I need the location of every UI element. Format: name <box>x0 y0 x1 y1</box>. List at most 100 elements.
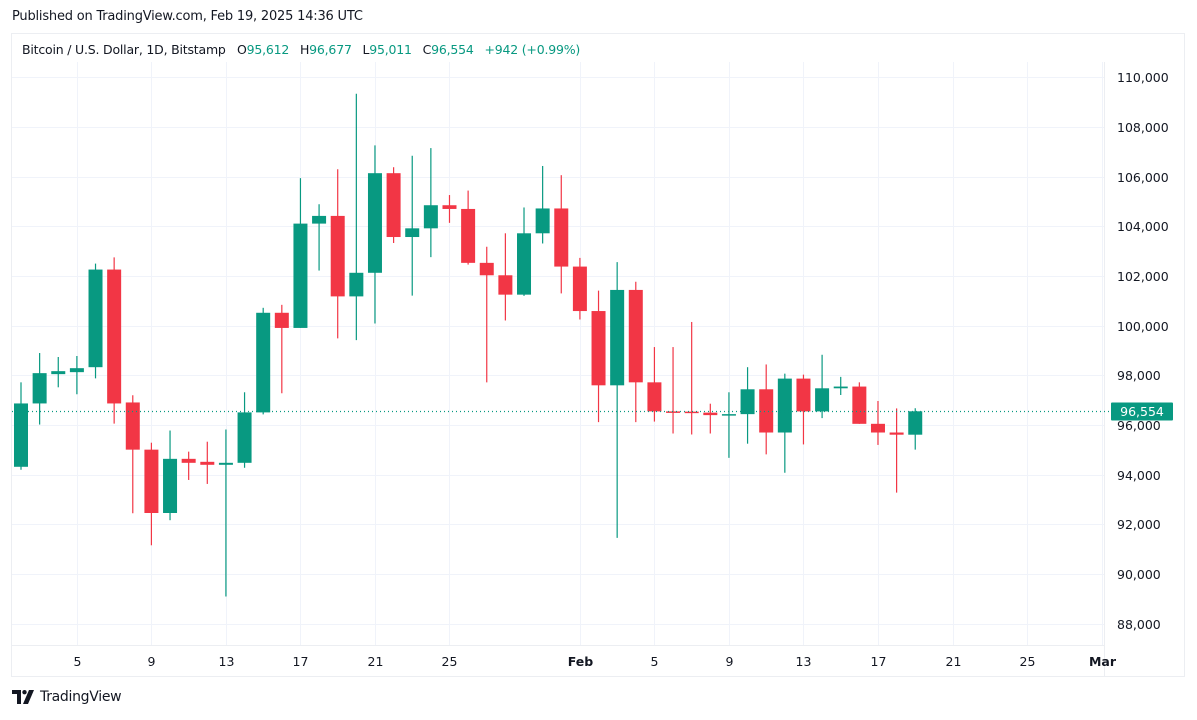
candle-body <box>181 458 196 463</box>
candle-down <box>330 169 345 339</box>
candle-up <box>237 392 252 468</box>
candle-up <box>218 429 233 597</box>
candle-body <box>237 412 252 463</box>
candle-body <box>405 228 420 238</box>
candle-body <box>442 205 457 209</box>
price-tick-label: 92,000 <box>1117 517 1161 532</box>
candle-body <box>815 388 830 412</box>
candle-down <box>703 403 718 434</box>
candle-body <box>759 389 774 433</box>
candle-down <box>554 175 569 294</box>
candle-body <box>591 311 606 386</box>
candle-up <box>367 145 382 324</box>
candle-up <box>349 93 364 341</box>
candle-body <box>721 414 736 416</box>
last-price-marker: 96,554 <box>12 402 1173 421</box>
symbol-legend: Bitcoin / U.S. Dollar, 1D, Bitstamp O 95,… <box>22 42 587 57</box>
tradingview-logo-text: TradingView <box>40 689 122 705</box>
candle-body <box>144 449 159 513</box>
candle-down <box>628 281 643 423</box>
price-tick-label: 102,000 <box>1117 269 1169 284</box>
close-value: 96,554 <box>431 42 474 57</box>
candle-body <box>386 173 401 238</box>
time-tick-label: Mar <box>1089 654 1117 669</box>
candle-up <box>293 178 308 328</box>
candle-up <box>517 207 532 296</box>
price-tick-label: 110,000 <box>1117 70 1169 85</box>
candle-down <box>200 441 215 484</box>
time-tick-label: 5 <box>651 654 659 669</box>
candle-body <box>51 371 66 375</box>
time-tick-label: 21 <box>946 654 962 669</box>
candle-body <box>163 458 178 513</box>
candle-body <box>554 208 569 267</box>
candle-up <box>256 307 271 415</box>
candle-down <box>181 451 196 480</box>
low-label: L <box>362 42 370 57</box>
candle-down <box>386 167 401 243</box>
candle-down <box>684 321 699 435</box>
candle-body <box>703 412 718 416</box>
price-tick-label: 104,000 <box>1117 219 1169 234</box>
candle-up <box>815 354 830 419</box>
candle-body <box>498 275 513 295</box>
price-tick-label: 98,000 <box>1117 368 1161 383</box>
candle-up <box>610 262 625 538</box>
candle-up <box>163 430 178 521</box>
chart-frame <box>11 33 1185 677</box>
candle-down <box>461 190 476 265</box>
candle-body <box>14 403 28 467</box>
candle-up <box>777 373 792 473</box>
candle-down <box>647 347 662 422</box>
candle-body <box>274 312 289 328</box>
candle-up <box>833 376 848 396</box>
candle-up <box>740 367 755 444</box>
symbol-name[interactable]: Bitcoin / U.S. Dollar, 1D, Bitstamp <box>22 42 226 57</box>
candle-body <box>293 223 308 328</box>
price-tick-label: 96,000 <box>1117 418 1161 433</box>
candle-body <box>461 208 476 263</box>
tradingview-logo-icon <box>12 690 34 704</box>
candle-body <box>908 411 923 435</box>
candle-body <box>870 423 885 433</box>
time-tick-label: Feb <box>568 654 594 669</box>
low-value: 95,011 <box>369 42 412 57</box>
candle-down <box>796 374 811 445</box>
candle-body <box>647 382 662 412</box>
candle-down <box>144 442 159 546</box>
tradingview-logo[interactable]: TradingView <box>12 689 122 705</box>
candle-body <box>423 205 438 229</box>
open-label: O <box>236 42 247 57</box>
candle-body <box>628 289 643 383</box>
candle-down <box>125 395 140 514</box>
candle-body <box>367 173 382 273</box>
time-tick-label: 5 <box>74 654 82 669</box>
published-caption: Published on TradingView.com, Feb 19, 20… <box>12 9 363 24</box>
candle-up <box>88 263 103 379</box>
candle-down <box>479 246 494 383</box>
candle-body <box>572 266 587 312</box>
candle-body <box>889 432 904 435</box>
candle-down <box>870 400 885 445</box>
price-tick-label: 108,000 <box>1117 120 1169 135</box>
candle-body <box>610 289 625 386</box>
price-tick-label: 106,000 <box>1117 170 1169 185</box>
candle-down <box>591 290 606 423</box>
price-tick-label: 90,000 <box>1117 567 1161 582</box>
candle-up <box>14 382 28 470</box>
time-axis[interactable]: 5 9 13 17 21 25 Feb 5 9 13 17 21 25 Mar <box>74 654 1117 669</box>
grid-lines <box>12 62 1104 645</box>
price-axis[interactable]: 110,000 108,000 106,000 104,000 102,000 100,0… <box>1117 70 1169 632</box>
change-value: +942 (+0.99%) <box>484 42 581 57</box>
price-tick-label: 94,000 <box>1117 468 1161 483</box>
candles <box>14 93 923 597</box>
price-tick-label: 88,000 <box>1117 617 1161 632</box>
candle-body <box>69 368 84 373</box>
candle-down <box>572 257 587 320</box>
candle-body <box>125 402 140 450</box>
candle-body <box>32 373 47 404</box>
last-price-badge <box>1111 402 1173 421</box>
price-tick-label: 100,000 <box>1117 319 1169 334</box>
candle-body <box>312 215 327 224</box>
